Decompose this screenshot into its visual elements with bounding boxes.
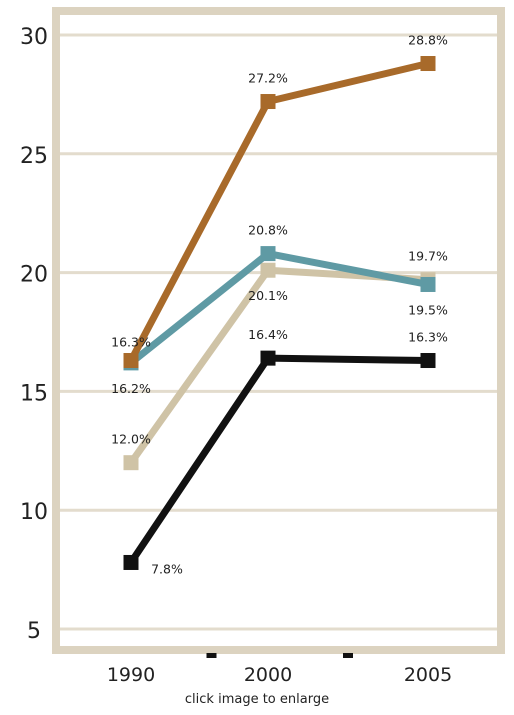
data-point-1-2000[interactable] <box>260 94 276 110</box>
x-minor-tick-2 <box>343 653 353 658</box>
data-label-2-1990: 16.2% <box>111 381 151 396</box>
x-minor-tick-1 <box>206 653 217 658</box>
y-tick-label-30: 30 <box>20 25 48 50</box>
data-label-2-2000: 20.8% <box>248 223 288 238</box>
x-tick-label-1990: 1990 <box>107 664 155 686</box>
x-tick-label-2005: 2005 <box>404 664 452 686</box>
line-chart[interactable]: 30 25 20 15 10 5 1990 2000 2005 16.3% 27.2% 28.8% 16… <box>0 0 514 690</box>
y-tick-label-10: 10 <box>20 500 48 525</box>
data-label-1-2005: 28.8% <box>408 33 448 48</box>
y-tick-label-25: 25 <box>20 144 48 169</box>
data-label-4-2005: 16.3% <box>408 330 448 345</box>
x-tick-label-2000: 2000 <box>244 664 292 686</box>
data-point-1-2005[interactable] <box>420 56 436 72</box>
data-point-3-2000[interactable] <box>260 262 276 278</box>
data-point-4-1990[interactable] <box>123 554 139 570</box>
y-tick-label-15: 15 <box>20 381 48 406</box>
data-point-2-2000[interactable] <box>260 246 276 262</box>
y-tick-label-20: 20 <box>20 263 48 288</box>
data-label-1-2000: 27.2% <box>248 71 288 86</box>
data-label-1-1990: 16.3% <box>111 335 151 350</box>
enlarge-caption[interactable]: click image to enlarge <box>184 692 330 707</box>
data-point-2-2005[interactable] <box>420 276 436 292</box>
data-label-2-2005: 19.5% <box>408 302 448 317</box>
y-tick-label-5: 5 <box>27 619 41 644</box>
data-label-3-2005: 19.7% <box>408 249 448 264</box>
plot-frame <box>52 7 505 654</box>
data-label-3-1990: 12.0% <box>111 432 151 447</box>
data-label-4-1990: 7.8% <box>151 561 183 576</box>
data-point-3-1990[interactable] <box>123 455 139 471</box>
data-label-3-2000: 20.1% <box>248 288 288 303</box>
data-label-4-2000: 16.4% <box>248 327 288 342</box>
data-point-4-2005[interactable] <box>420 353 436 369</box>
data-point-1-1990[interactable] <box>123 353 139 369</box>
data-point-4-2000[interactable] <box>260 350 276 366</box>
